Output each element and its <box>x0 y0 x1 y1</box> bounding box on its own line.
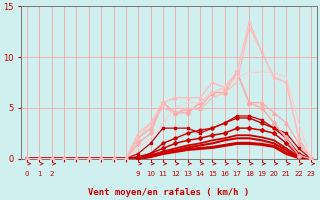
X-axis label: Vent moyen/en rafales ( km/h ): Vent moyen/en rafales ( km/h ) <box>88 188 250 197</box>
